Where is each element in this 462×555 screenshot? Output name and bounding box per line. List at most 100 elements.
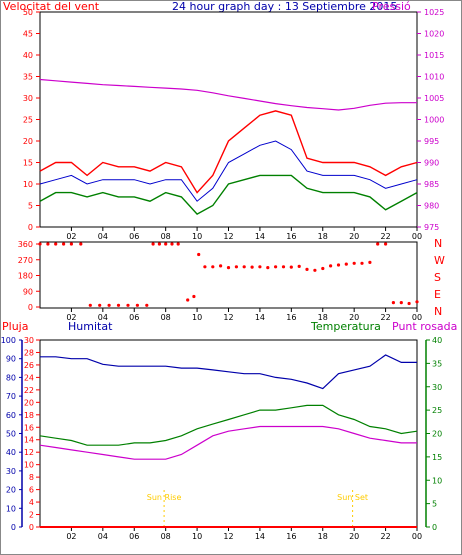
humidity-y-tick-label: 60 (6, 411, 16, 420)
direction-x-tick-label: 18 (318, 313, 328, 322)
wind-x-tick-label: 08 (161, 232, 171, 241)
rain-y-tick-label: 20 (24, 398, 34, 407)
weather-x-tick-label: 06 (129, 532, 139, 541)
direction-point (197, 252, 201, 257)
direction-point (46, 242, 50, 246)
direction-point (176, 242, 180, 246)
direction-panel-marks: 0 90 180 270 360 02 04 06 08 10 12 14 16 18 20 22 00 (18, 240, 422, 322)
direction-point (242, 265, 246, 269)
direction-point (151, 242, 155, 246)
weather-x-tick-label: 22 (380, 532, 390, 541)
wind-y-tick-label: 20 (23, 137, 33, 146)
rain-y-tick-label: 26 (24, 361, 34, 370)
direction-x-tick-label: 20 (349, 313, 359, 322)
direction-x-tick-label: 08 (161, 313, 171, 322)
humidity-y-tick-label: 0 (11, 523, 16, 532)
rain-y-tick-label: 2 (29, 511, 34, 520)
weather-x-tick-label: 12 (223, 532, 233, 541)
weather-x-tick-label: 04 (98, 532, 108, 541)
direction-point (211, 265, 215, 269)
direction-x-tick-label: 10 (192, 313, 202, 322)
direction-point (391, 301, 395, 305)
pressure-y-tick-label: 975 (424, 223, 439, 232)
temperature-y-tick-label: 40 (432, 336, 442, 345)
rain-y-tick-label: 8 (29, 473, 34, 482)
direction-point (305, 267, 309, 271)
direction-y-tick-label: 270 (18, 256, 33, 265)
direction-point (186, 298, 190, 302)
direction-point (266, 266, 270, 270)
direction-point (313, 268, 317, 272)
wind-y-tick-label: 35 (23, 73, 33, 82)
direction-point (407, 301, 411, 306)
pressure-y-tick-label: 995 (424, 137, 439, 146)
direction-point (281, 265, 286, 269)
wind-y-tick-label: 30 (23, 94, 33, 103)
temperature-y-tick-label: 20 (432, 430, 442, 439)
temperature-label: Temperatura (310, 320, 381, 333)
pressure-label: Pressió (372, 0, 411, 13)
wind-y-tick-label: 0 (28, 223, 33, 232)
pressure-y-tick-label: 1010 (424, 73, 444, 82)
direction-point (157, 242, 161, 246)
rain-y-tick-label: 12 (24, 448, 34, 457)
rain-y-tick-label: 28 (24, 348, 34, 357)
compass-e: E (434, 288, 441, 301)
direction-point (203, 265, 207, 269)
temperature-y-tick-label: 10 (432, 476, 442, 485)
wind-y-tick-label: 5 (28, 202, 33, 211)
direction-x-tick-label: 12 (223, 313, 233, 322)
rain-y-tick-label: 30 (24, 336, 34, 345)
wind-y-tick-label: 15 (23, 159, 33, 168)
humidity-y-tick-label: 50 (6, 430, 16, 439)
direction-point (289, 265, 293, 269)
rain-y-tick-label: 6 (29, 486, 34, 495)
humidity-y-tick-label: 20 (6, 486, 16, 495)
wind-min-line (39, 174, 418, 215)
direction-x-tick-label: 02 (66, 313, 76, 322)
direction-y-tick-label: 0 (28, 303, 33, 312)
wind-x-tick-label: 12 (223, 232, 233, 241)
direction-point (79, 242, 83, 246)
rain-y-tick-label: 0 (29, 523, 34, 532)
direction-x-tick-label: 04 (98, 313, 108, 322)
rain-y-tick-label: 16 (24, 423, 34, 432)
weather-x-tick-label: 02 (66, 532, 76, 541)
sunset-label: Sun Set (337, 493, 368, 502)
pressure-y-tick-label: 980 (424, 202, 439, 211)
weather-x-tick-label: 10 (192, 532, 202, 541)
humidity-y-tick-label: 30 (6, 467, 16, 476)
wind-panel-frame (39, 11, 418, 228)
rain-y-tick-label: 18 (24, 411, 34, 420)
direction-panel-frame (39, 241, 418, 309)
direction-point (107, 303, 111, 307)
rain-y-tick-label: 10 (24, 461, 34, 470)
wind-speed-line (39, 110, 418, 194)
temperature-line (39, 404, 418, 446)
direction-x-tick-label: 00 (412, 313, 422, 322)
direction-point (360, 261, 364, 265)
temperature-y-tick-label: 15 (432, 453, 442, 462)
direction-point (126, 303, 130, 307)
direction-point (98, 303, 102, 307)
wind-y-tick-label: 40 (23, 51, 33, 60)
direction-point (321, 266, 325, 271)
temperature-y-tick-label: 25 (432, 406, 442, 415)
rain-label: Pluja (2, 320, 28, 333)
direction-y-tick-label: 360 (18, 240, 33, 249)
direction-point (415, 300, 419, 304)
direction-point (352, 261, 356, 265)
humidity-y-tick-label: 40 (6, 448, 16, 457)
direction-point (38, 242, 42, 246)
humidity-y-tick-label: 70 (6, 392, 16, 401)
weather-x-tick-label: 00 (412, 532, 422, 541)
pressure-y-tick-label: 1000 (424, 116, 444, 125)
temperature-y-tick-label: 0 (432, 523, 437, 532)
weather-x-tick-label: 20 (349, 532, 359, 541)
wind-x-tick-label: 14 (255, 232, 265, 241)
weather-x-tick-label: 16 (286, 532, 296, 541)
temperature-y-tick-label: 30 (432, 383, 442, 392)
direction-point (368, 260, 372, 264)
